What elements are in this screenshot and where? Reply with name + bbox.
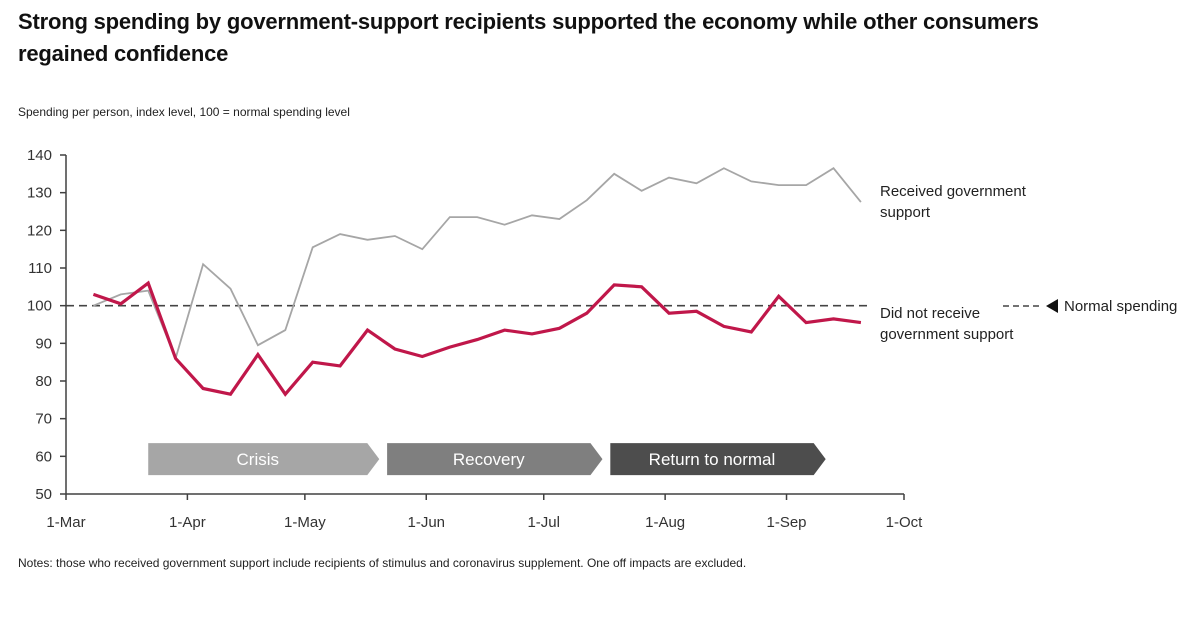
x-tick-label: 1-Jun xyxy=(407,514,445,531)
phase-label: Recovery xyxy=(453,450,525,469)
x-tick-label: 1-Aug xyxy=(645,514,685,531)
phase-label: Crisis xyxy=(237,450,280,469)
phase-label: Return to normal xyxy=(649,450,776,469)
series-lines xyxy=(92,167,862,397)
x-tick-label: 1-May xyxy=(284,514,326,531)
chart-notes: Notes: those who received government sup… xyxy=(18,556,747,570)
y-tick-label: 130 xyxy=(27,185,52,202)
y-tick-label: 70 xyxy=(35,411,52,428)
received-support-label-line2: support xyxy=(880,204,931,221)
normal-spending-label: Normal spending xyxy=(1064,298,1177,315)
x-tick-label: 1-Oct xyxy=(886,514,924,531)
x-tick-label: 1-Apr xyxy=(169,514,206,531)
phase-arrow-recovery xyxy=(387,443,603,476)
x-tick-label: 1-Jul xyxy=(527,514,560,531)
y-tick-label: 60 xyxy=(35,448,52,465)
chart-title: Strong spending by government-support re… xyxy=(18,9,1039,66)
phase-arrows: Crisis Recovery Return to normal xyxy=(148,443,826,476)
x-tick-label: 1-Mar xyxy=(46,514,85,531)
annotations: Received government support Did not rece… xyxy=(880,183,1177,343)
y-tick-label: 110 xyxy=(28,260,52,277)
axes: 50 60 70 80 90 100 110 120 130 140 1-Mar 1-Apr 1-May… xyxy=(27,147,923,531)
x-tick-label: 1-Sep xyxy=(767,514,807,531)
y-tick-label: 50 xyxy=(35,486,52,503)
y-axis-description: Spending per person, index level, 100 = … xyxy=(18,105,350,119)
series-line-no-support xyxy=(92,280,862,397)
received-support-label-line1: Received government xyxy=(880,183,1027,200)
no-support-label-line1: Did not receive xyxy=(880,305,980,322)
y-tick-label: 80 xyxy=(35,373,52,390)
y-tick-label: 100 xyxy=(27,298,52,315)
y-tick-label: 140 xyxy=(27,147,52,164)
y-tick-label: 90 xyxy=(35,335,52,352)
phase-arrow-return-to-normal xyxy=(610,443,826,476)
y-tick-label: 120 xyxy=(27,222,52,239)
no-support-label-line2: government support xyxy=(880,326,1014,343)
phase-arrow-crisis xyxy=(148,443,380,476)
left-triangle-icon xyxy=(1046,299,1058,313)
